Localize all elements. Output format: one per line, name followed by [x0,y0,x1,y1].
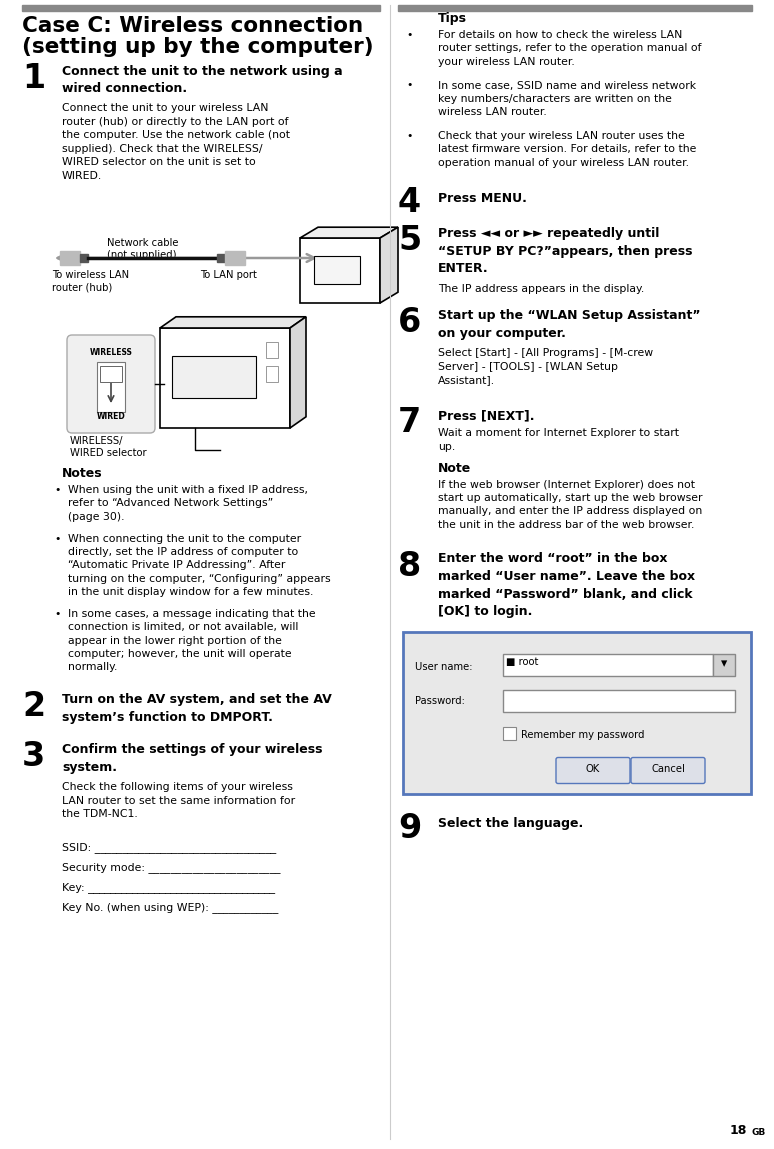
Bar [314,256,360,284]
Bar [225,250,245,265]
Text: Key: __________________________________: Key: __________________________________ [62,882,275,894]
Text: •: • [54,609,60,619]
Text: Select the language.: Select the language. [438,817,584,830]
Text: Wait a moment for Internet Explorer to start
up.: Wait a moment for Internet Explorer to s… [438,429,679,452]
Text: •: • [406,30,413,40]
Bar [160,327,290,427]
Text: Tips: Tips [438,11,467,25]
Text: User name:: User name: [415,662,472,671]
Bar [22,5,380,11]
Text: Turn on the AV system, and set the AV
system’s function to DMPORT.: Turn on the AV system, and set the AV sy… [62,694,332,724]
Text: SSID: _________________________________: SSID: _________________________________ [62,842,276,854]
Bar [100,367,122,381]
Bar [503,654,713,676]
Text: 8: 8 [398,549,421,583]
Text: ▾: ▾ [721,657,727,671]
Bar [217,254,225,262]
Text: 7: 7 [398,407,421,440]
Text: Connect the unit to your wireless LAN
router (hub) or directly to the LAN port o: Connect the unit to your wireless LAN ro… [62,103,290,180]
Text: Check that your wireless LAN router uses the
latest firmware version. For detail: Check that your wireless LAN router uses… [438,131,697,168]
Text: 9: 9 [398,811,421,845]
Bar [713,654,735,676]
Bar [503,689,735,711]
Bar [503,726,516,740]
Text: WIRED: WIRED [97,412,125,421]
Text: 2: 2 [22,689,45,723]
Bar [266,367,278,381]
Text: Key No. (when using WEP): ____________: Key No. (when using WEP): ____________ [62,902,279,913]
Text: Press MENU.: Press MENU. [438,192,527,205]
Text: Cancel: Cancel [651,763,685,773]
Text: In some cases, a message indicating that the
connection is limited, or not avail: In some cases, a message indicating that… [68,609,316,672]
Text: GB: GB [752,1128,766,1138]
Text: Start up the “WLAN Setup Assistant”
on your computer.: Start up the “WLAN Setup Assistant” on y… [438,309,700,340]
FancyBboxPatch shape [556,757,630,784]
Text: Password:: Password: [415,696,465,707]
Text: 18: 18 [730,1124,747,1138]
Text: Confirm the settings of your wireless
system.: Confirm the settings of your wireless sy… [62,743,323,774]
Text: •: • [406,80,413,91]
Text: Select [Start] - [All Programs] - [M-crew
Server] - [TOOLS] - [WLAN Setup
Assist: Select [Start] - [All Programs] - [M-cre… [438,348,653,385]
Text: Connect the unit to the network using a
wired connection.: Connect the unit to the network using a … [62,65,343,95]
Text: 3: 3 [22,740,45,772]
Bar [300,238,380,303]
Text: OK: OK [586,763,600,773]
Polygon shape [290,317,306,427]
Text: WIRELESS: WIRELESS [90,348,132,357]
Text: •: • [406,131,413,141]
Text: When using the unit with a fixed IP address,
refer to “Advanced Network Settings: When using the unit with a fixed IP addr… [68,485,308,522]
Text: Case C: Wireless connection: Case C: Wireless connection [22,16,363,36]
Text: The IP address appears in the display.: The IP address appears in the display. [438,285,644,294]
Text: In some case, SSID name and wireless network
key numbers/characters are written : In some case, SSID name and wireless net… [438,80,696,117]
Text: Note: Note [438,462,471,475]
Text: For details on how to check the wireless LAN
router settings, refer to the opera: For details on how to check the wireless… [438,30,701,67]
Text: Network cable
(not supplied): Network cable (not supplied) [107,238,179,261]
Text: WIRELESS/
WIRED selector: WIRELESS/ WIRED selector [70,435,146,458]
Text: Press [NEXT].: Press [NEXT]. [438,409,535,423]
Bar [403,632,751,794]
Text: 5: 5 [398,224,421,257]
FancyBboxPatch shape [631,757,705,784]
Text: 6: 6 [398,307,421,339]
Text: 1: 1 [22,62,45,95]
Text: (setting up by the computer): (setting up by the computer) [22,37,374,57]
Polygon shape [160,317,306,327]
Text: If the web browser (Internet Explorer) does not
start up automatically, start up: If the web browser (Internet Explorer) d… [438,479,703,530]
Text: •: • [54,533,60,543]
Bar [172,356,256,398]
Text: Remember my password: Remember my password [521,730,645,740]
Text: To LAN port: To LAN port [200,270,257,280]
Bar [266,342,278,358]
Polygon shape [380,228,398,303]
Text: Enter the word “root” in the box
marked “User name”. Leave the box
marked “Passw: Enter the word “root” in the box marked … [438,553,695,618]
Text: ■ root: ■ root [506,657,539,668]
Text: Notes: Notes [62,466,103,480]
Text: To wireless LAN
router (hub): To wireless LAN router (hub) [52,270,129,292]
FancyBboxPatch shape [67,336,155,433]
Text: When connecting the unit to the computer
directly, set the IP address of compute: When connecting the unit to the computer… [68,533,330,597]
Text: 4: 4 [398,186,421,219]
Bar [80,254,88,262]
Text: Press ◄◄ or ►► repeatedly until
“SETUP BY PC?”appears, then press
ENTER.: Press ◄◄ or ►► repeatedly until “SETUP B… [438,228,693,276]
Polygon shape [300,228,398,238]
Text: Check the following items of your wireless
LAN router to set the same informatio: Check the following items of your wirele… [62,782,295,819]
Text: Security mode: ________________________: Security mode: ________________________ [62,863,280,873]
Text: •: • [54,485,60,495]
Bar [60,250,80,265]
Bar [97,362,125,412]
Bar [398,5,752,11]
